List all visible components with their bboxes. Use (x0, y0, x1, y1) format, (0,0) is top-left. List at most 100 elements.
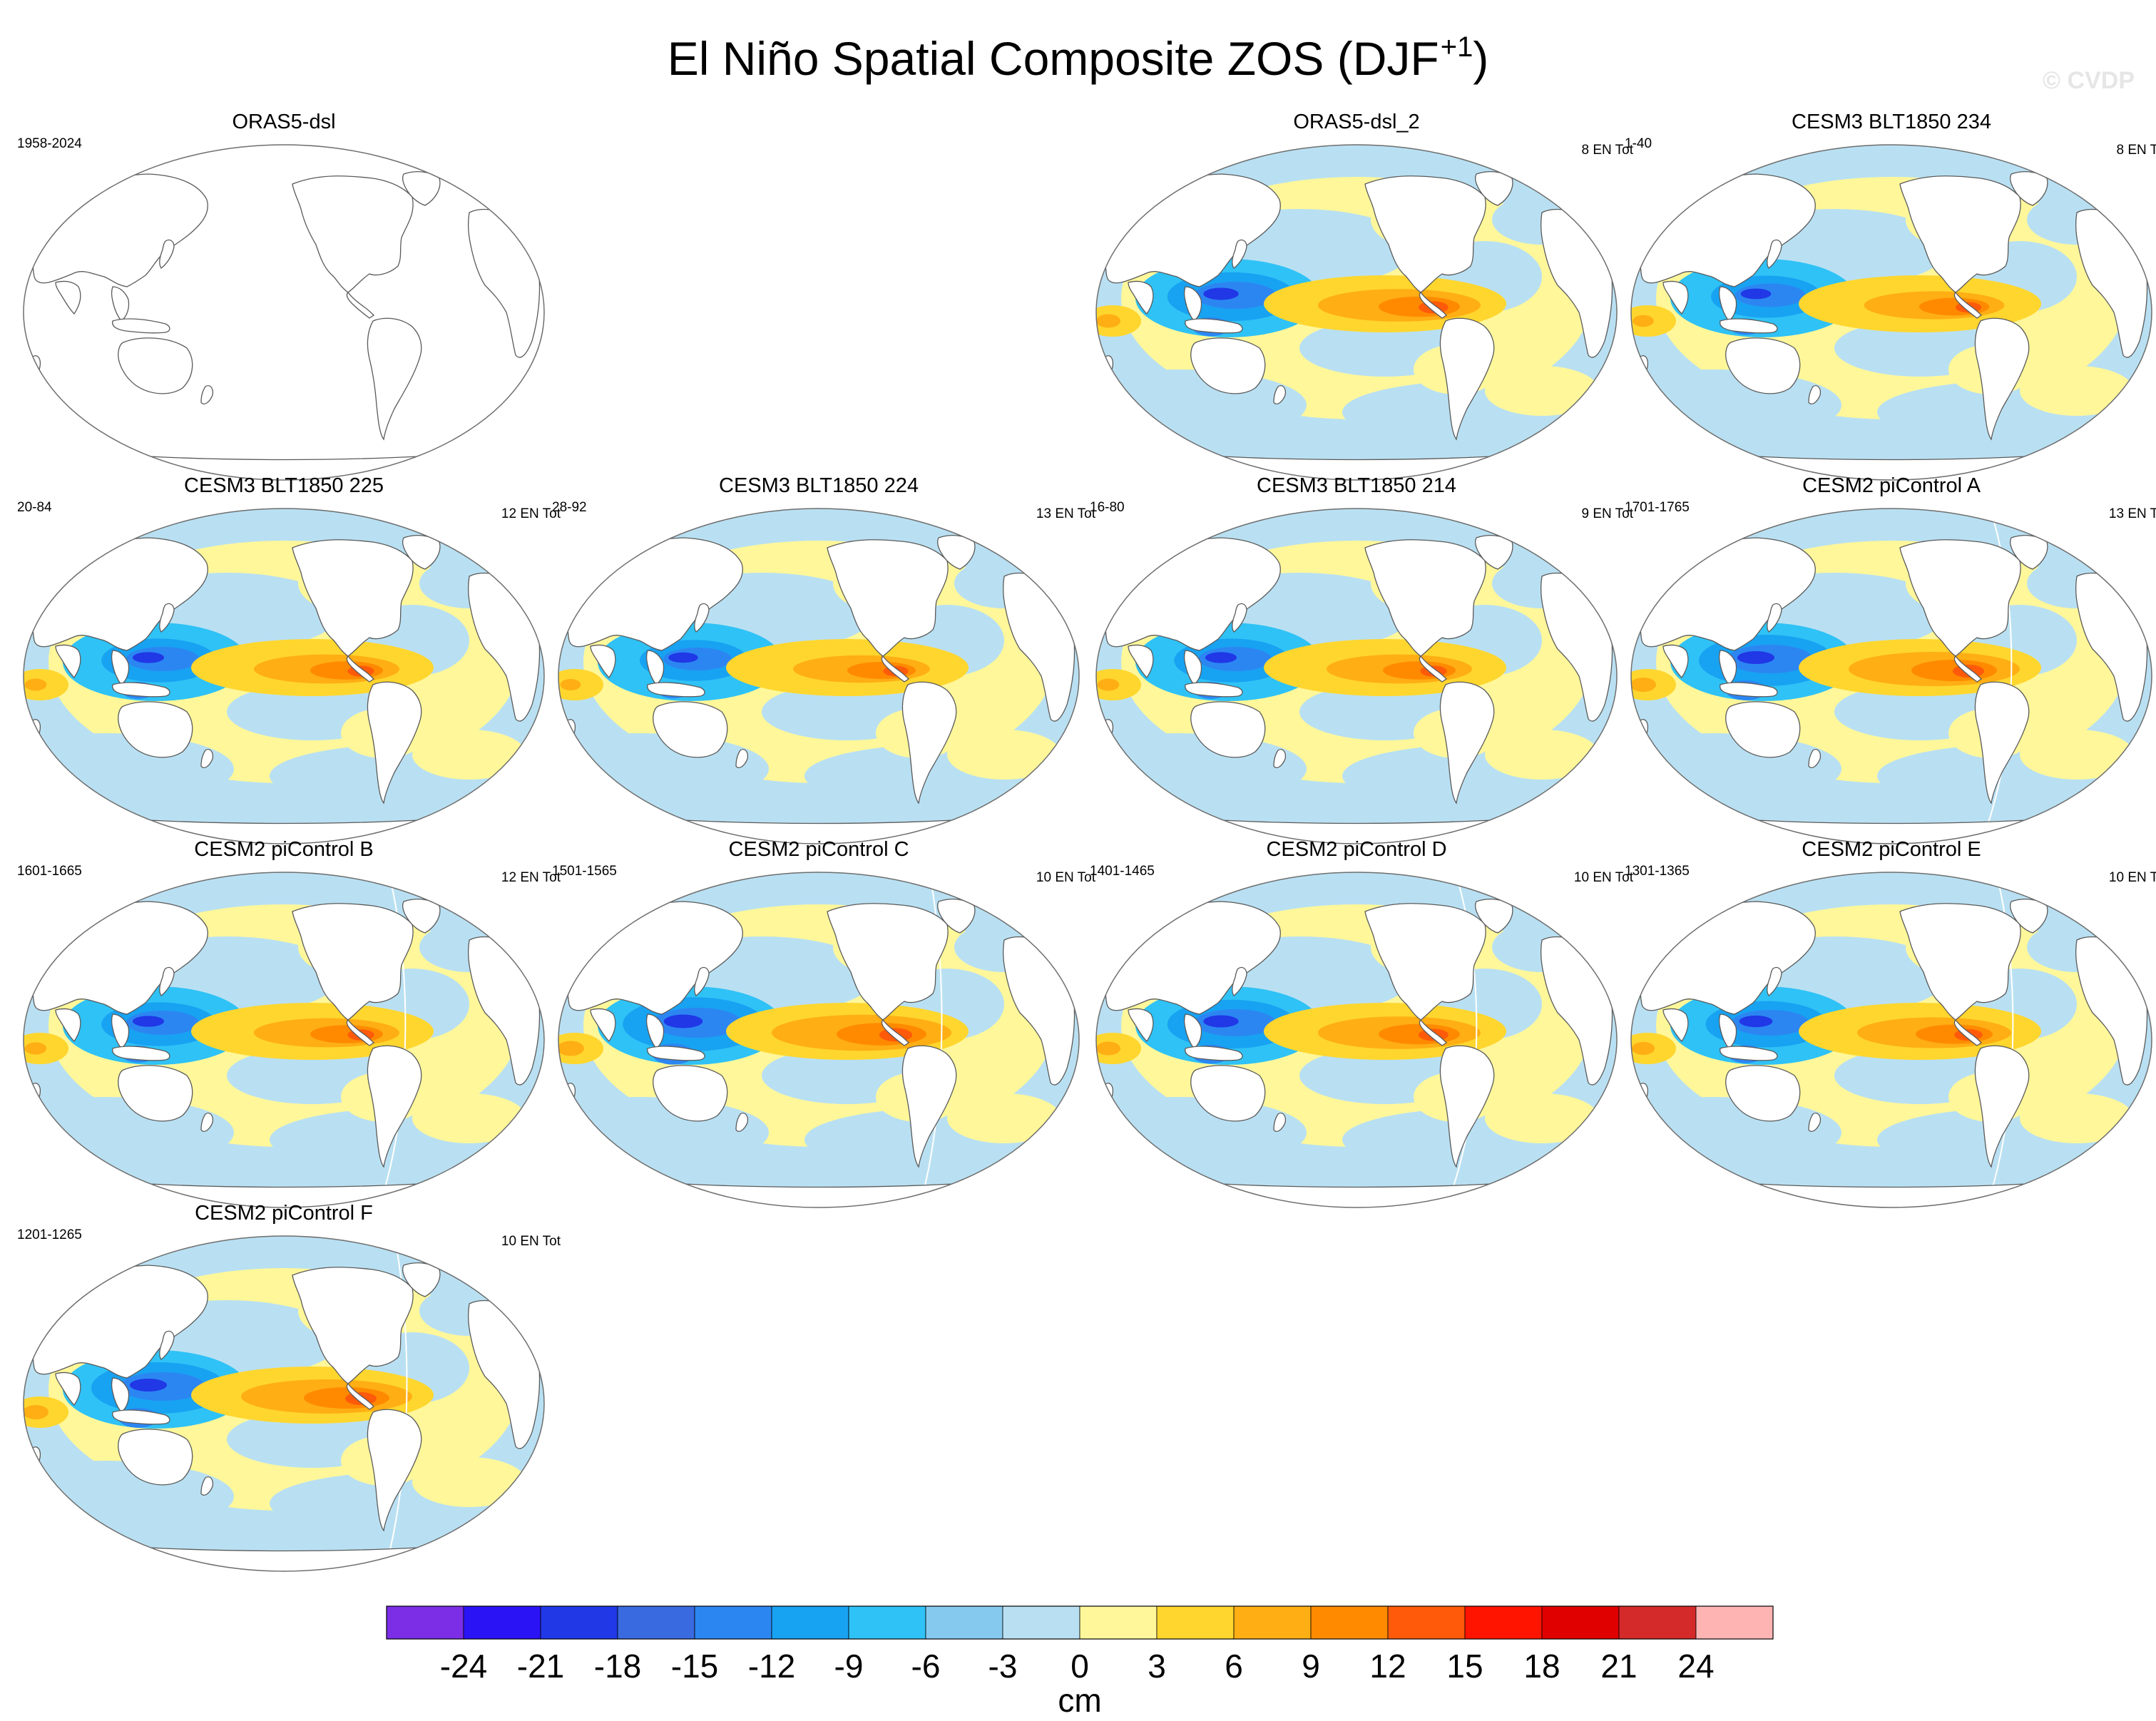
land-outline (694, 603, 710, 633)
panel-years-label: 1958-2024 (17, 136, 82, 151)
colorbar-swatch (1464, 1605, 1543, 1640)
land-outline (118, 701, 193, 758)
colorbar-frame (386, 1605, 1774, 1640)
land-outline (30, 355, 41, 377)
colorbar-swatch (1156, 1605, 1235, 1640)
ocean-field (1096, 872, 1617, 1207)
ocean-field (24, 872, 544, 1207)
ocean-field (24, 145, 544, 480)
map-svg (23, 508, 545, 844)
land-outline (1974, 317, 2030, 441)
colorbar-swatch (1618, 1605, 1697, 1640)
map-panel: CESM2 piControl E 1301-1365 10 EN Tot (1620, 838, 2156, 1218)
land-outline (200, 1476, 214, 1496)
panel-title: CESM3 BLT1850 224 (719, 474, 919, 497)
panel-event-count: 13 EN Tot (2108, 506, 2156, 521)
land-outline (30, 1083, 41, 1105)
panel-title: CESM2 piControl C (728, 838, 909, 861)
map-svg (1630, 872, 2152, 1208)
colorbar-units-label: cm (1058, 1682, 1101, 1719)
colorbar-tick-label: 21 (1600, 1648, 1637, 1685)
panel-title: CESM3 BLT1850 225 (184, 474, 384, 497)
colorbar-swatch (771, 1605, 849, 1640)
land-outline (827, 903, 949, 1021)
land-outline (901, 681, 957, 805)
land-outline (1232, 239, 1247, 269)
panel-event-count: 13 EN Tot (1036, 506, 1095, 521)
map-border (23, 508, 545, 844)
colorbar-tick-label: -18 (594, 1648, 641, 1685)
anomaly-deep (132, 1016, 165, 1027)
land-outline (1725, 337, 1801, 394)
colorbar-tick-label: -15 (671, 1648, 718, 1685)
land-outline (1953, 655, 1983, 683)
anomaly-deep (1205, 652, 1237, 663)
panel-title: ORAS5-dsl_2 (1293, 111, 1420, 133)
colorbar-tick-label: 3 (1148, 1648, 1166, 1685)
colorbar-swatch (1233, 1605, 1312, 1640)
colorbar-tick-label: -9 (834, 1648, 864, 1685)
panel-event-count: 10 EN Tot (1573, 870, 1633, 885)
land-outline (118, 1429, 193, 1486)
land-outline (55, 644, 81, 679)
land-outline (118, 337, 193, 394)
panel-event-count: 9 EN Tot (1581, 506, 1633, 521)
land-outline (200, 749, 214, 769)
land-outline (1419, 655, 1448, 683)
colorbar-tick-label: 9 (1302, 1648, 1320, 1685)
panel-title: CESM2 piControl A (1802, 474, 1981, 497)
map-svg (558, 872, 1080, 1208)
map-panel: CESM3 BLT1850 214 16-80 9 EN Tot (1085, 474, 1633, 854)
land-outline (1767, 239, 1782, 269)
land-outline (1128, 1008, 1154, 1043)
land-outline (647, 682, 705, 698)
map-border (23, 872, 545, 1208)
panel-title: CESM3 BLT1850 214 (1257, 474, 1456, 497)
land-outline (159, 966, 175, 996)
map-svg (23, 1235, 545, 1572)
ocean-field (1096, 145, 1617, 480)
chart-title-text: El Niño Spatial Composite ZOS (DJF (667, 32, 1439, 85)
land-outline (1720, 1046, 1778, 1061)
watermark: © CVDP (2043, 67, 2135, 94)
land-outline (112, 682, 170, 698)
land-outline (1662, 1008, 1689, 1043)
colorbar-tick-label: -3 (988, 1648, 1018, 1685)
panel-event-count: 8 EN Tot (2116, 143, 2156, 158)
land-outline (1419, 292, 1448, 319)
panel-years-label: 1501-1565 (552, 864, 617, 879)
land-outline (1720, 682, 1778, 698)
map-panel: CESM2 piControl C 1501-1565 10 EN Tot (548, 838, 1095, 1218)
ocean-field (1096, 509, 1617, 844)
colorbar-swatch (694, 1605, 772, 1640)
land-outline (367, 317, 422, 441)
land-outline (292, 539, 414, 657)
land-outline (901, 1045, 957, 1168)
colorbar-swatch (1002, 1605, 1080, 1640)
land-outline (653, 1065, 728, 1122)
anomaly-o (1633, 315, 1654, 327)
map-border (1630, 508, 2152, 844)
map-panel: CESM3 BLT1850 224 28-92 13 EN Tot (548, 474, 1095, 854)
panel-title: CESM2 piControl B (194, 838, 374, 861)
map-panel: CESM3 BLT1850 234 1-40 8 EN Tot (1620, 111, 2156, 491)
map-border (1630, 872, 2152, 1208)
land-outline (1419, 1019, 1448, 1046)
ocean-field (24, 509, 544, 844)
anomaly-ly (412, 730, 526, 780)
colorbar-swatch (540, 1605, 618, 1640)
land-outline (1767, 603, 1782, 633)
colorbar-swatch (463, 1605, 541, 1640)
land-outline (1725, 1065, 1801, 1122)
land-outline (1439, 1045, 1495, 1168)
anomaly-o (1631, 1042, 1655, 1055)
map-svg (1095, 144, 1618, 481)
land-outline (1232, 966, 1247, 996)
land-outline (1190, 701, 1266, 758)
anomaly-o (1096, 314, 1121, 328)
land-outline (118, 1065, 193, 1122)
anomaly-o (24, 1042, 47, 1055)
land-outline (1662, 280, 1689, 315)
land-outline (1103, 355, 1114, 377)
anomaly-o (24, 678, 47, 691)
